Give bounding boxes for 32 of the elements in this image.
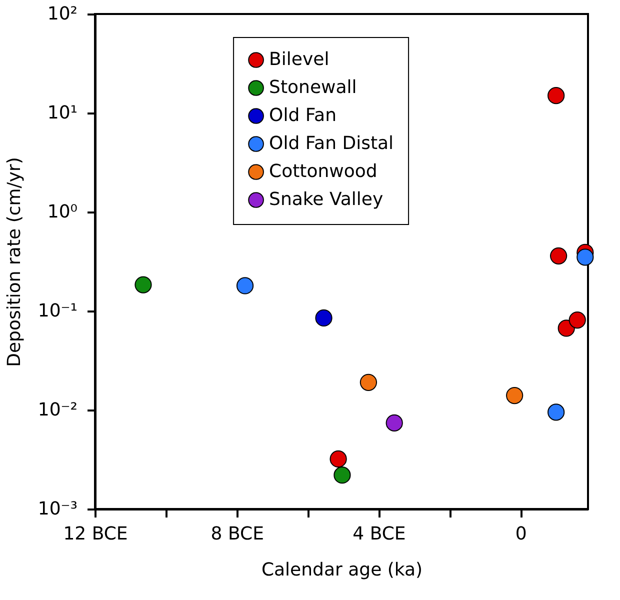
y-tick-label: 10⁰	[47, 202, 78, 222]
point	[548, 87, 565, 104]
point	[386, 414, 403, 432]
y-axis-title: Deposition rate (cm/yr)	[4, 157, 25, 367]
point	[360, 374, 378, 391]
legend-label: Snake Valley	[269, 189, 384, 210]
point	[334, 466, 351, 484]
point	[330, 450, 347, 468]
point	[568, 312, 586, 329]
point	[315, 309, 332, 327]
x-tick-label: 0	[515, 524, 527, 544]
legend-label: Old Fan Distal	[269, 133, 394, 154]
x-tick-label: 8 BCE	[210, 524, 264, 544]
point	[134, 276, 152, 294]
y-tick-label: 10⁻²	[38, 400, 78, 420]
x-tick-label: 4 BCE	[352, 524, 406, 544]
legend-label: Old Fan	[269, 105, 337, 126]
y-tick-label: 10⁻³	[38, 498, 78, 520]
y-tick-label: 10⁻¹	[38, 300, 78, 322]
legend-label: Bilevel	[269, 49, 330, 70]
legend-label: Cottonwood	[269, 161, 378, 182]
x-tick-label: 12 BCE	[63, 524, 128, 544]
y-tick-label: 10¹	[47, 102, 78, 124]
point	[236, 277, 254, 294]
point	[550, 247, 568, 264]
legend-label: Stonewall	[269, 77, 357, 98]
y-tick-label: 10²	[47, 4, 78, 24]
point	[576, 248, 594, 266]
point	[548, 404, 565, 421]
x-axis-title: Calendar age (ka)	[261, 560, 423, 580]
point	[558, 320, 575, 337]
point	[506, 386, 524, 404]
